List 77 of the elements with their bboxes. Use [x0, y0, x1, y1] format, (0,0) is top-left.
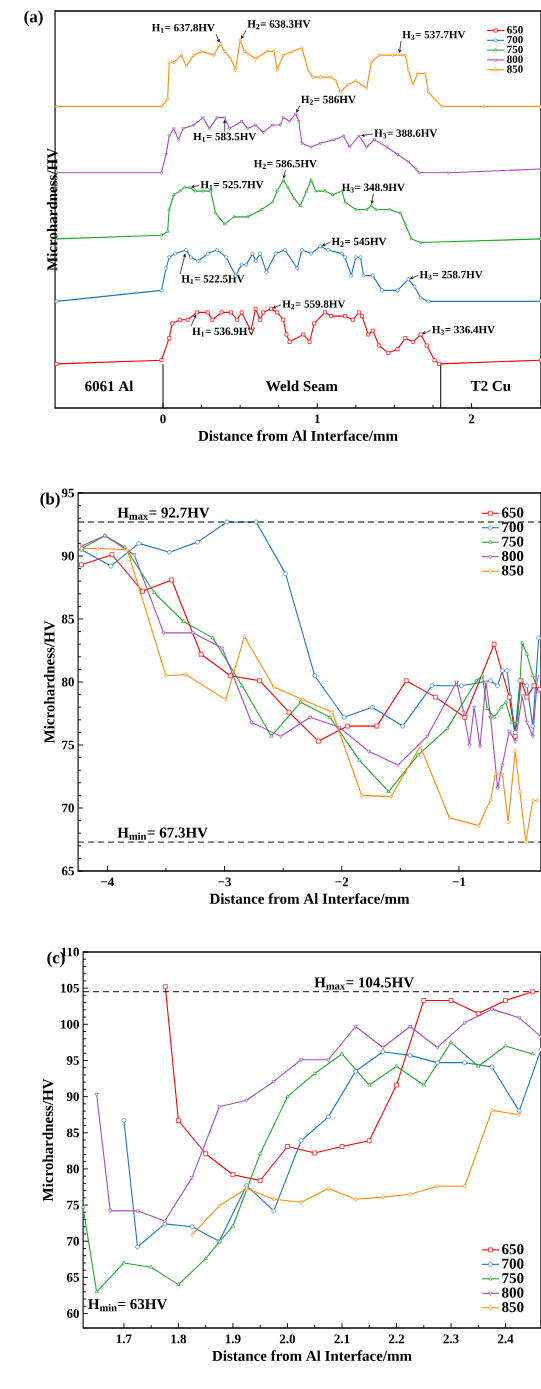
y-tick-label: 90 — [61, 551, 74, 561]
x-tick-label: 2.2 — [388, 1334, 405, 1344]
annotation: H$_{2}$= 638.3HV — [247, 20, 311, 30]
y-tick-label: 80 — [61, 677, 74, 687]
annotation: H$_{1}$= 583.5HV — [193, 132, 257, 142]
annotation: Weld Seam — [266, 380, 338, 392]
y-tick-label: 95 — [66, 1056, 79, 1065]
annotation: H$_{2}$= 545HV — [331, 237, 387, 247]
x-tick-label: 2.3 — [443, 1334, 459, 1344]
annotation: H$_{3}$= 336.4HV — [432, 325, 495, 335]
annotation: H$_{3}$= 348.9HV — [341, 183, 405, 193]
legend-label: 800 — [501, 550, 524, 562]
y-tick-label: 95 — [61, 488, 74, 498]
chart-title: (a) — [24, 10, 43, 26]
legend-label: 800 — [502, 1287, 524, 1298]
legend-label: 700 — [502, 522, 524, 533]
y-tick-label: 105 — [61, 983, 79, 993]
legend-label: 650 — [507, 26, 523, 34]
ref-line-label: H$_{max}$= 104.5HV — [314, 977, 414, 990]
legend-label: 700 — [502, 1258, 524, 1269]
annotation: 6061 Al — [85, 380, 134, 392]
annotation: H$_{3}$= 537.7HV — [402, 30, 466, 40]
y-tick-label: 85 — [61, 614, 74, 624]
y-tick-label: 85 — [66, 1128, 79, 1138]
y-axis-title: Microhardness/HV — [43, 620, 55, 744]
y-axis-title: Microhardness/HV — [46, 148, 58, 271]
legend-label: 750 — [507, 45, 523, 54]
x-tick-label: 1.8 — [171, 1334, 187, 1344]
y-tick-label: 75 — [62, 740, 74, 750]
y-tick-label: 70 — [62, 803, 74, 813]
annotation: H$_{2}$= 586HV — [301, 95, 356, 105]
legend-label: 850 — [502, 1302, 524, 1313]
legend-label: 750 — [502, 536, 524, 547]
y-tick-label: 80 — [66, 1164, 79, 1174]
annotation: H$_{2}$= 586.5HV — [253, 159, 317, 169]
x-tick-label: 2.0 — [279, 1334, 296, 1344]
annotation: H$_{1}$= 522.5HV — [181, 275, 245, 285]
x-tick-label: −1 — [452, 877, 466, 887]
legend-label: 850 — [507, 65, 523, 73]
x-tick-label: 2.1 — [334, 1334, 350, 1344]
annotation: H$_{min}$= 63HV — [88, 1299, 168, 1312]
legend-label: 750 — [502, 1273, 524, 1284]
x-tick-label: 2.4 — [497, 1334, 514, 1344]
annotation: H$_{3}$= 258.7HV — [419, 270, 483, 280]
legend-label: 650 — [502, 1244, 524, 1255]
y-tick-label: 90 — [66, 1092, 79, 1101]
annotation: H$_{1}$= 525.7HV — [200, 180, 264, 190]
x-tick-label: −3 — [218, 877, 232, 887]
y-tick-label: 70 — [67, 1236, 79, 1246]
legend-label: 800 — [507, 55, 523, 63]
annotation: H$_{3}$= 388.6HV — [374, 129, 438, 139]
annotation: H$_{1}$= 637.8HV — [151, 23, 215, 33]
annotation: H$_{2}$= 559.8HV — [282, 300, 346, 310]
y-tick-label: 60 — [66, 1309, 79, 1318]
x-axis-title: Distance from Al Interface/mm — [198, 430, 398, 441]
x-tick-label: 1.7 — [116, 1334, 132, 1344]
y-axis-title: Microhardness/HV — [42, 1078, 54, 1202]
legend-label: 850 — [501, 565, 524, 576]
annotation: H$_{1}$= 536.9HV — [192, 327, 256, 337]
chart-title: (b) — [40, 492, 60, 508]
y-tick-label: 75 — [67, 1200, 79, 1210]
y-tick-label: 100 — [61, 1019, 79, 1029]
x-tick-label: −2 — [335, 877, 349, 887]
ref-line-label: H$_{max}$= 92.7HV — [117, 507, 210, 520]
x-axis-title: Distance from Al Interface/mm — [212, 1350, 412, 1361]
x-tick-label: 1.9 — [225, 1334, 241, 1344]
ref-line-label: H$_{min}$= 67.3HV — [117, 827, 208, 840]
x-tick-label: 0 — [160, 414, 166, 424]
y-tick-label: 65 — [61, 866, 74, 876]
x-tick-label: −4 — [101, 877, 115, 887]
x-tick-label: 1 — [315, 414, 320, 424]
x-tick-label: 2 — [468, 414, 475, 424]
legend-label: 700 — [507, 35, 523, 44]
legend-label: 650 — [501, 507, 524, 518]
x-axis-title: Distance from Al Interface/mm — [209, 893, 410, 904]
y-tick-label: 65 — [66, 1273, 79, 1282]
annotation: T2 Cu — [470, 380, 511, 391]
